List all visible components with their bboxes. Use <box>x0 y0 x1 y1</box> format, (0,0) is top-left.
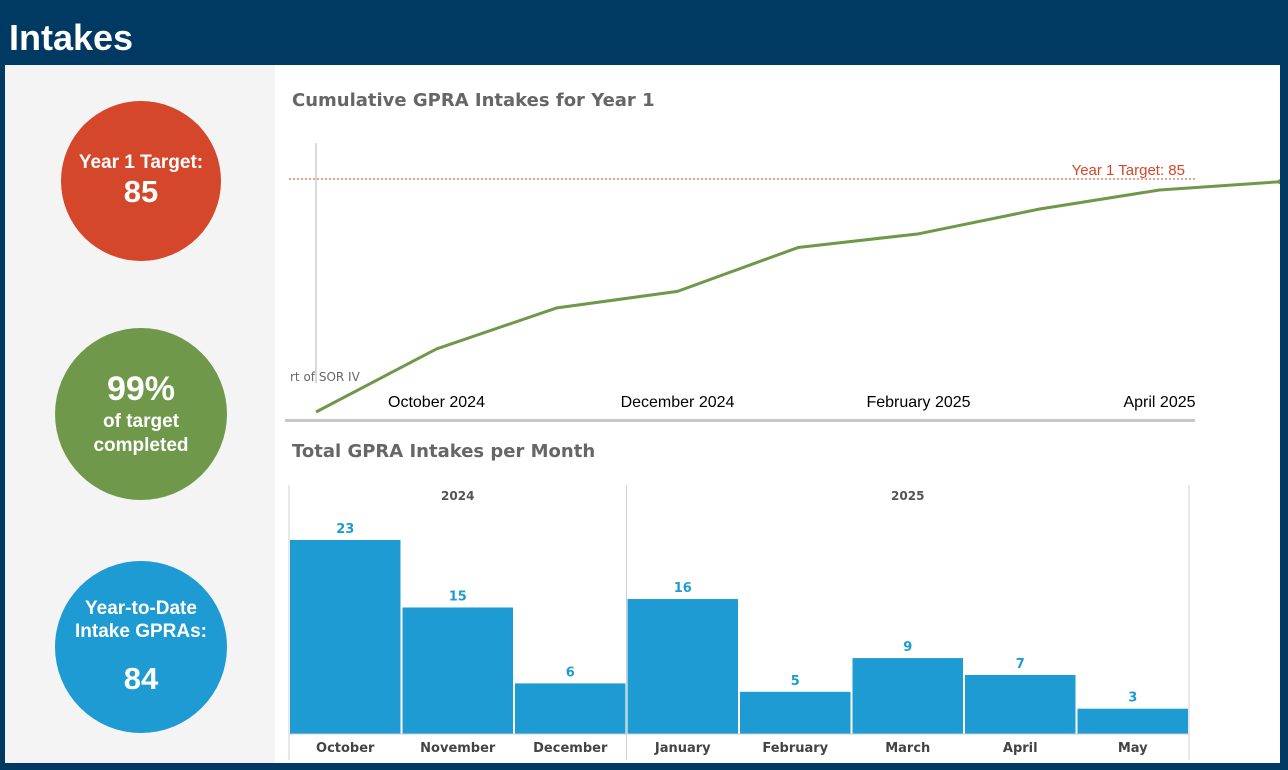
target-reference-label: Year 1 Target: 85 <box>1072 162 1185 179</box>
percent-kpi-circle: 99% of target completed <box>55 328 227 500</box>
start-marker-label: rt of SOR IV <box>290 370 361 384</box>
target-kpi-circle: Year 1 Target: 85 <box>61 101 221 261</box>
bar-category-label: May <box>1118 741 1148 756</box>
percent-kpi-value: 99% <box>106 370 176 408</box>
percent-kpi-line2: completed <box>93 435 189 456</box>
bar-category-label: October <box>316 741 375 756</box>
bar-value-label: 15 <box>449 589 467 604</box>
bar-chart-title: Total GPRA Intakes per Month <box>292 441 596 462</box>
bar-category-label: February <box>762 741 828 756</box>
ytd-kpi-line2: Intake GPRAs: <box>75 621 207 642</box>
bar-value-label: 16 <box>674 581 692 596</box>
line-chart-title: Cumulative GPRA Intakes for Year 1 <box>292 90 655 111</box>
bar <box>1077 708 1188 734</box>
bar <box>515 683 626 734</box>
line-x-tick-label: February 2025 <box>866 394 970 411</box>
cumulative-series-line <box>315 180 1280 414</box>
ytd-kpi-value: 84 <box>123 661 159 696</box>
cumulative-end-point <box>1277 179 1280 185</box>
page-title: Intakes <box>9 17 134 58</box>
bar <box>627 599 738 734</box>
line-x-tick-label: April 2025 <box>1123 394 1195 411</box>
bar-value-label: 23 <box>336 522 354 537</box>
bar <box>965 674 1076 734</box>
chart-divider <box>285 419 1195 422</box>
bar-value-label: 6 <box>566 665 575 680</box>
percent-kpi-line1: of target <box>103 411 179 432</box>
ytd-kpi-line1: Year-to-Date <box>85 598 197 619</box>
bar-value-label: 7 <box>1016 657 1025 672</box>
bar-value-label: 5 <box>791 674 800 689</box>
bar-category-label: November <box>420 741 496 756</box>
target-kpi-value: 85 <box>123 174 159 209</box>
target-kpi-label: Year 1 Target: <box>78 152 204 173</box>
kpi-panel: Year 1 Target: 85 99% of target complete… <box>5 65 275 763</box>
line-x-tick-label: October 2024 <box>388 394 485 411</box>
bar-value-label: 3 <box>1128 691 1137 706</box>
bar <box>290 540 401 734</box>
bar <box>402 607 513 734</box>
bar-group-label: 2024 <box>441 489 474 503</box>
bar-group-label: 2025 <box>891 489 924 503</box>
bar-category-label: April <box>1003 741 1038 756</box>
bar <box>852 658 963 734</box>
bar-category-label: March <box>885 741 930 756</box>
ytd-kpi-circle: Year-to-Date Intake GPRAs: 84 <box>55 561 227 733</box>
line-x-tick-label: December 2024 <box>621 394 735 411</box>
bar-category-label: December <box>533 741 608 756</box>
bar-value-label: 9 <box>903 640 912 655</box>
dashboard-content: Year 1 Target: 85 99% of target complete… <box>5 65 1280 763</box>
bar <box>740 691 851 734</box>
bar-category-label: January <box>654 741 711 756</box>
